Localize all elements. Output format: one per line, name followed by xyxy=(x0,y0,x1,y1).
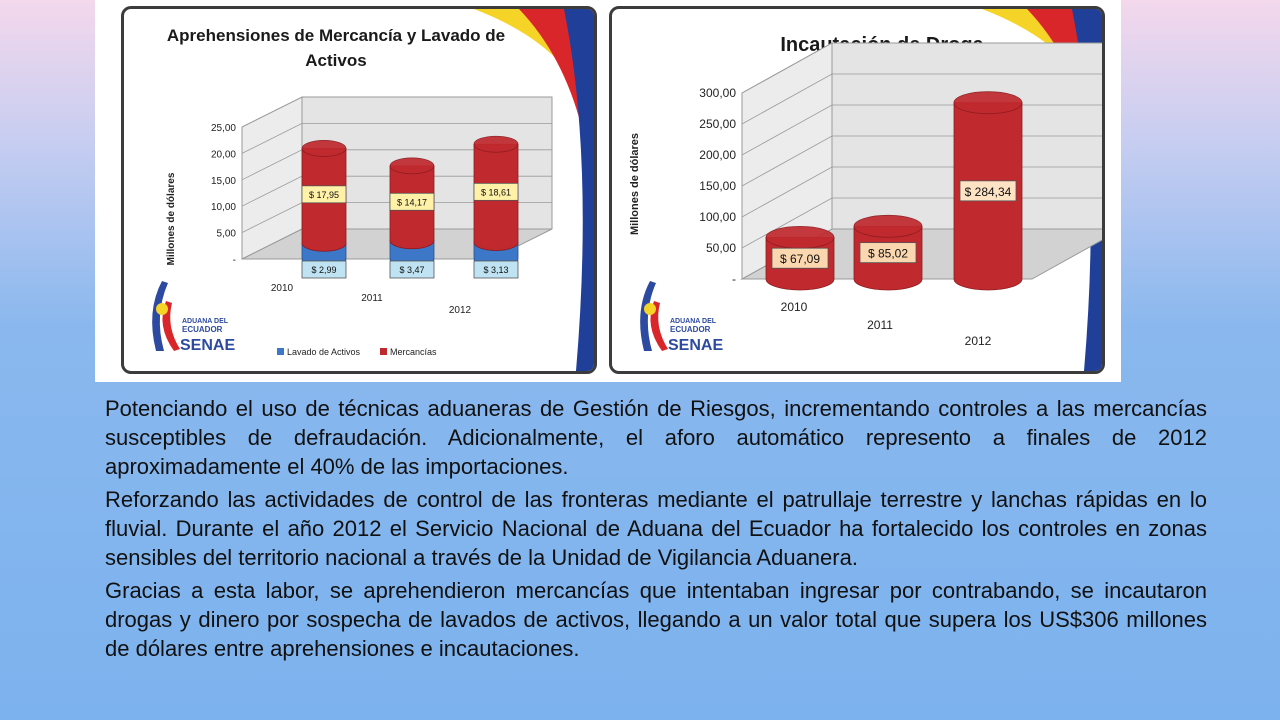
logo-line2: ECUADOR xyxy=(182,325,223,334)
data-label-box-droga-2010 xyxy=(771,247,829,269)
charts-strip: Aprehensiones de Mercancía y Lavado de A… xyxy=(95,0,1121,382)
bar-group xyxy=(301,135,519,268)
data-label-droga-2011: $ 85,02 xyxy=(868,247,908,261)
y-tick-label: 250,00 xyxy=(699,117,736,131)
paragraph-riesgos: Potenciando el uso de técnicas aduaneras… xyxy=(105,396,1207,479)
y-tick-labels: 300,00 250,00 200,00 150,00 100,00 50,00 - xyxy=(699,86,736,286)
data-label-box-mercancias-2012 xyxy=(473,182,519,201)
gridline xyxy=(741,135,1102,187)
paragraph-fronteras: Reforzando las actividades de control de… xyxy=(105,487,1207,570)
data-label-droga-2010: $ 67,09 xyxy=(780,252,820,266)
x-tick-labels: 2010 2011 2012 xyxy=(781,300,992,348)
bar-top-mercancias-2010 xyxy=(301,140,347,157)
bar-top-droga-2010 xyxy=(765,226,835,249)
x-tick-label-2012: 2012 xyxy=(449,305,472,316)
data-label-box-mercancias-2011 xyxy=(389,192,435,211)
legend-label-mercancias: Mercancías xyxy=(390,347,437,357)
y-tick-label: 100,00 xyxy=(699,210,736,224)
logo-line1: ADUANA DEL xyxy=(670,318,717,325)
logo-line1: ADUANA DEL xyxy=(182,318,229,325)
gridline xyxy=(741,42,1102,94)
gridline xyxy=(741,73,1102,125)
bar-top-droga-2012 xyxy=(953,91,1023,115)
logo-line3: SENAE xyxy=(180,337,235,354)
y-tick-label: 50,00 xyxy=(706,241,736,255)
y-tick-label: 15,00 xyxy=(211,176,236,187)
senae-logo: ADUANA DEL ECUADOR SENAE xyxy=(152,281,235,354)
logo-line2: ECUADOR xyxy=(670,325,711,334)
y-tick-label: 20,00 xyxy=(211,149,236,160)
data-label-box-mercancias-2010 xyxy=(301,185,347,204)
data-label-lavado-2012: $ 3,13 xyxy=(483,265,508,275)
x-tick-label-2010: 2010 xyxy=(271,283,294,294)
data-label-lavado-2010: $ 2,99 xyxy=(311,265,336,275)
data-label-box-droga-2011 xyxy=(859,242,917,264)
data-labels: $ 67,09 $ 85,02 $ 284,34 xyxy=(771,180,1017,269)
chart-panel-droga: Incautación de Droga Millones de dólares… xyxy=(609,6,1105,374)
data-label-box-lavado-2011 xyxy=(389,260,435,279)
data-label-box-lavado-2010 xyxy=(301,260,347,279)
chart-incautacion-droga: Incautación de Droga Millones de dólares… xyxy=(629,9,1102,371)
y-tick-label: 5,00 xyxy=(217,229,237,240)
data-label-mercancias-2012: $ 18,61 xyxy=(481,187,511,197)
legend-swatch-mercancias xyxy=(380,348,387,355)
y-tick-label: 10,00 xyxy=(211,202,236,213)
data-label-box-droga-2012 xyxy=(959,180,1017,202)
corner-ribbon xyxy=(474,9,594,371)
chart-title-line2: Activos xyxy=(305,51,366,70)
y-tick-label: - xyxy=(732,272,736,286)
bar-top-mercancias-2012 xyxy=(473,135,519,153)
y-tick-label: 25,00 xyxy=(211,123,236,134)
y-axis-label: Millones de dólares xyxy=(166,172,177,265)
y-tick-labels: 25,00 20,00 15,00 10,00 5,00 - xyxy=(211,123,236,266)
y-axis-label: Millones de dólares xyxy=(629,133,641,235)
gridline xyxy=(241,123,552,154)
data-label-droga-2012: $ 284,34 xyxy=(965,185,1012,199)
paragraph-resultados: Gracias a esta labor, se aprehendieron m… xyxy=(105,578,1207,661)
x-tick-labels: 2010 2011 2012 xyxy=(271,283,472,316)
data-label-lavado-2011: $ 3,47 xyxy=(399,265,424,275)
x-tick-label-2011: 2011 xyxy=(867,318,893,332)
legend: Lavado de Activos Mercancías xyxy=(277,347,437,357)
legend-label-lavado: Lavado de Activos xyxy=(287,347,361,357)
chart-title-line1: Aprehensiones de Mercancía y Lavado de xyxy=(167,26,505,45)
data-label-box-lavado-2012 xyxy=(473,260,519,279)
data-label-mercancias-2010: $ 17,95 xyxy=(309,190,339,200)
body-text: Potenciando el uso de técnicas aduaneras… xyxy=(105,394,1207,667)
bar-top-droga-2011 xyxy=(853,214,923,238)
y-tick-label: 200,00 xyxy=(699,148,736,162)
data-label-mercancias-2011: $ 14,17 xyxy=(397,197,427,207)
gridline xyxy=(741,104,1102,156)
chart-aprehensiones: Aprehensiones de Mercancía y Lavado de A… xyxy=(152,9,594,371)
x-tick-label-2011: 2011 xyxy=(361,293,383,304)
y-tick-label: 150,00 xyxy=(699,179,736,193)
y-tick-label: - xyxy=(233,255,236,266)
x-tick-label-2010: 2010 xyxy=(781,300,808,314)
logo-line3: SENAE xyxy=(668,337,723,354)
y-tick-label: 300,00 xyxy=(699,86,736,100)
gridline xyxy=(741,166,1102,218)
senae-logo: ADUANA DEL ECUADOR SENAE xyxy=(640,281,723,354)
bar-top-mercancias-2011 xyxy=(389,157,435,175)
x-tick-label-2012: 2012 xyxy=(965,334,992,348)
gridline xyxy=(241,96,552,128)
data-labels: $ 2,99 $ 17,95 $ 3,47 $ 14,17 $ 3,13 $ 18,61 xyxy=(301,182,519,279)
chart-panel-aprehensiones: Aprehensiones de Mercancía y Lavado de A… xyxy=(121,6,597,374)
legend-swatch-lavado xyxy=(277,348,284,355)
